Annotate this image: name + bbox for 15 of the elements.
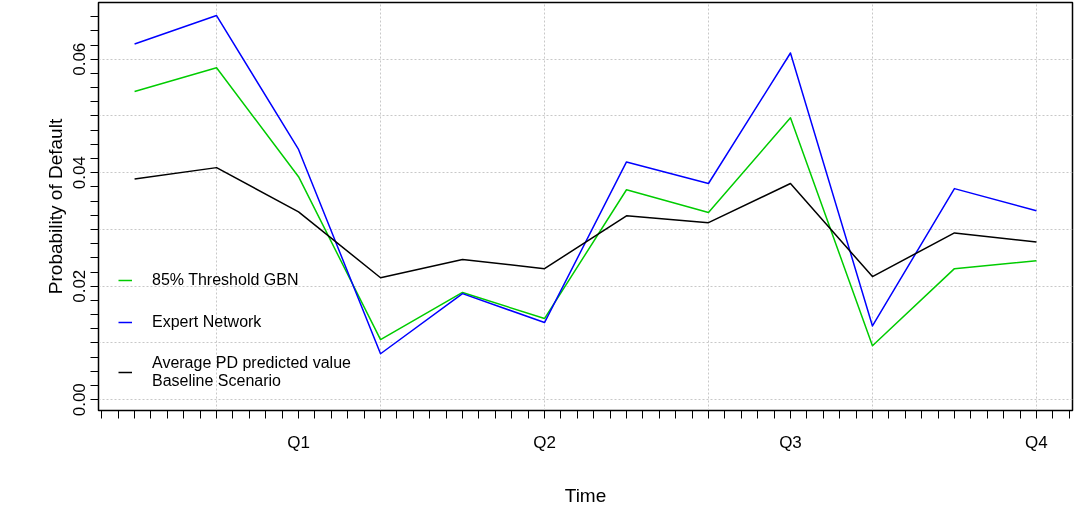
y-tick-label: 0.02	[70, 269, 90, 303]
x-tick-label: Q1	[287, 432, 310, 452]
line-series	[133, 14, 1038, 355]
y-tick-label: 0.04	[70, 156, 90, 190]
legend-label: 85% Threshold GBN	[152, 271, 299, 289]
line-series	[133, 67, 1038, 347]
x-tick-label: Q2	[533, 432, 556, 452]
y-axis-title: Probability of Default	[44, 118, 66, 295]
x-tick-label: Q4	[1025, 432, 1048, 452]
legend-label: Average PD predicted value Baseline Scenario	[152, 354, 351, 390]
y-tick-label: 0.00	[70, 383, 90, 417]
x-axis-title: Time	[564, 484, 607, 506]
legend-label: Expert Network	[152, 313, 262, 331]
y-tick-label: 0.06	[70, 42, 90, 76]
x-tick-label: Q3	[779, 432, 802, 452]
